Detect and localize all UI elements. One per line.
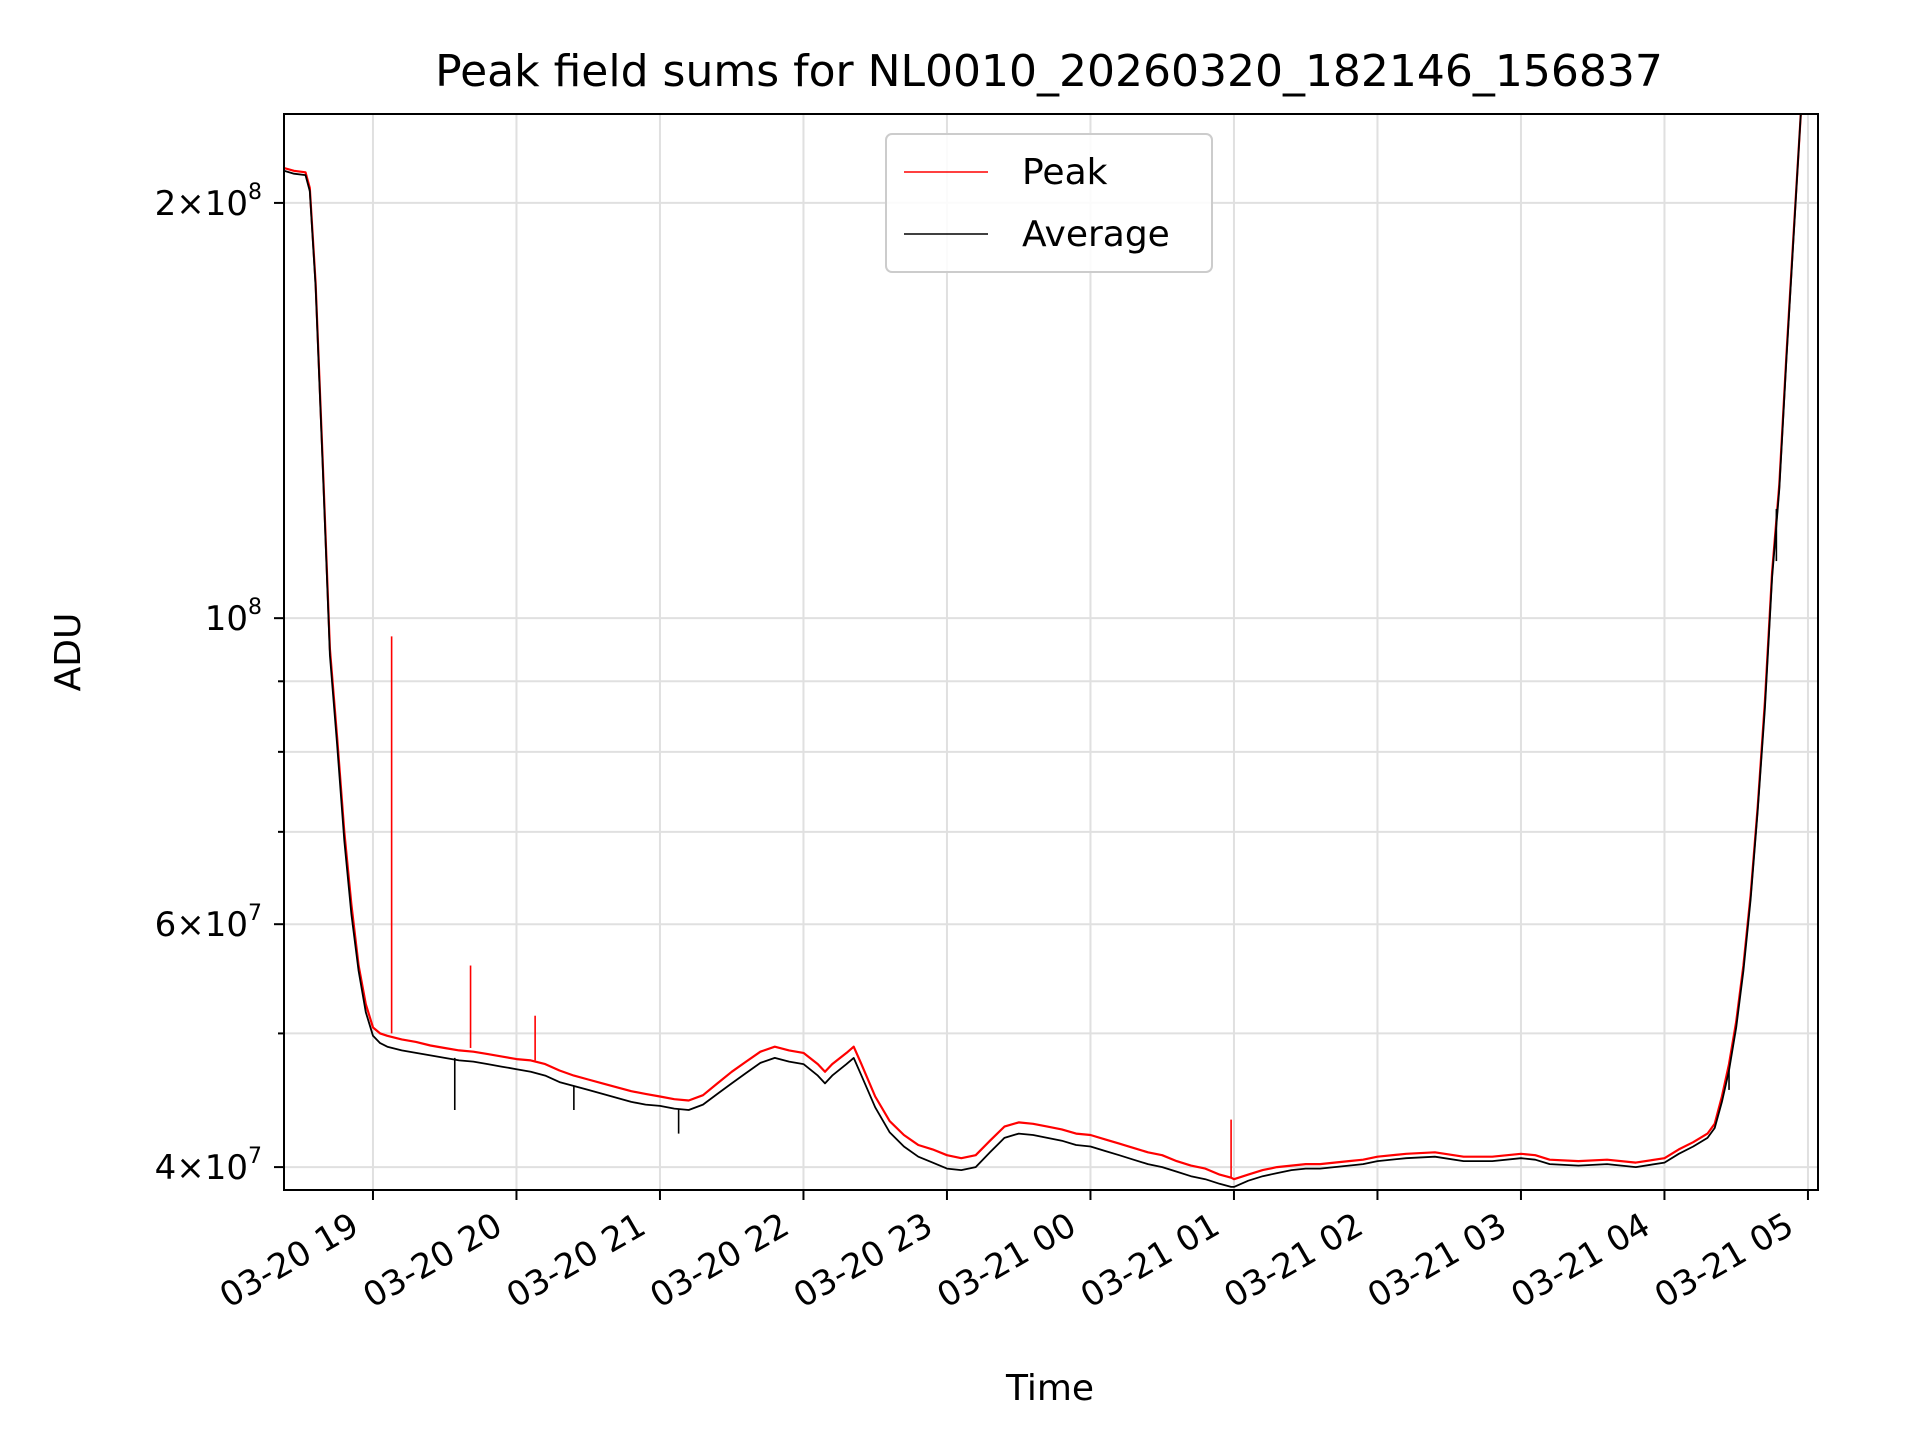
y-tick-label: 108 [205, 595, 262, 639]
y-tick-label: 2×108 [155, 180, 262, 224]
plot-series [283, 113, 1802, 1188]
y-tick-label: 4×107 [155, 1144, 262, 1188]
series-line-peak [283, 113, 1802, 1181]
x-axis-label: Time [1005, 1368, 1094, 1409]
legend-average-label: Average [1022, 214, 1170, 255]
y-tick-label: 6×107 [155, 901, 262, 945]
grid [284, 114, 1818, 1190]
legend-peak-label: Peak [1022, 152, 1108, 193]
series-line-average [283, 113, 1802, 1188]
plot-area-frame [283, 113, 1819, 1191]
y-axis-label: ADU [48, 613, 89, 692]
chart-title: Peak field sums for NL0010_20260320_1821… [435, 46, 1663, 97]
legend-box [885, 133, 1213, 273]
legend: Peak Average [885, 133, 1213, 273]
